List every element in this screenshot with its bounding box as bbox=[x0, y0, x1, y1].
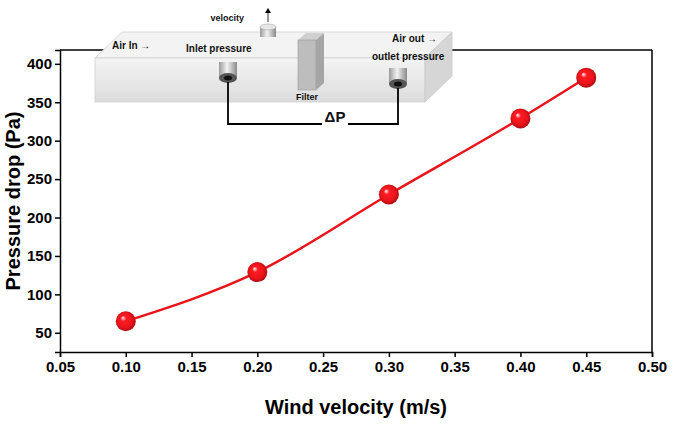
inlet-pressure-label: Inlet pressure bbox=[186, 43, 252, 54]
x-tick-mark bbox=[323, 352, 325, 357]
y-tick-label: 150 bbox=[27, 247, 52, 264]
x-axis-line bbox=[61, 353, 653, 358]
y-tick-mark bbox=[55, 64, 60, 66]
x-tick: 0.20 bbox=[243, 352, 272, 375]
velocity-label: velocity bbox=[210, 13, 244, 23]
x-tick: 0.15 bbox=[177, 352, 206, 375]
y-tick: 200 bbox=[27, 209, 60, 226]
x-tick-mark bbox=[389, 352, 391, 357]
inlet-sensor-port bbox=[224, 76, 232, 81]
data-point bbox=[576, 68, 596, 88]
plot: 0.05 0.10 0.15 0.20 0.25 0.30 0.35 0.40 0.45 0.50… bbox=[27, 50, 667, 375]
y-tick: 50 bbox=[35, 324, 60, 341]
data-point bbox=[247, 262, 267, 282]
y-tick-mark bbox=[55, 256, 60, 258]
x-tick: 0.50 bbox=[638, 352, 667, 375]
y-tick: 250 bbox=[27, 170, 60, 187]
y-tick: 100 bbox=[27, 286, 60, 303]
outlet-sensor-port bbox=[394, 82, 402, 87]
data-point bbox=[379, 184, 399, 204]
y-tick-mark bbox=[55, 102, 60, 104]
x-axis-title: Wind velocity (m/s) bbox=[265, 396, 447, 418]
x-tick: 0.45 bbox=[572, 352, 601, 375]
connector-left bbox=[228, 82, 322, 124]
x-tick-label: 0.30 bbox=[375, 358, 404, 375]
y-tick-label: 100 bbox=[27, 286, 52, 303]
data-point bbox=[510, 108, 530, 128]
y-tick: 150 bbox=[27, 247, 60, 264]
y-tick: 400 bbox=[27, 55, 60, 72]
y-tick: 300 bbox=[27, 132, 60, 149]
y-tick-label: 300 bbox=[27, 132, 52, 149]
x-tick-mark bbox=[454, 352, 456, 357]
outlet-pressure-label: outlet pressure bbox=[372, 51, 445, 62]
y-tick-mark bbox=[55, 333, 60, 335]
x-tick-label: 0.40 bbox=[506, 358, 535, 375]
x-tick-label: 0.35 bbox=[441, 358, 470, 375]
velocity-sensor-top bbox=[260, 24, 276, 30]
y-tick-label: 250 bbox=[27, 170, 52, 187]
data-layer bbox=[116, 68, 596, 332]
x-tick: 0.10 bbox=[112, 352, 141, 375]
y-axis-title: Pressure drop (Pa) bbox=[2, 112, 24, 291]
velocity-arrow-head bbox=[265, 8, 271, 13]
x-tick-mark bbox=[257, 352, 259, 357]
filter-side bbox=[316, 33, 324, 90]
data-point bbox=[116, 311, 136, 331]
y-tick-mark bbox=[55, 140, 60, 142]
data-line bbox=[126, 78, 586, 322]
x-tick-label: 0.20 bbox=[243, 358, 272, 375]
filter-label: Filter bbox=[296, 92, 319, 102]
air-out-label: Air out → bbox=[392, 33, 437, 44]
air-in-label: Air In → bbox=[112, 40, 150, 51]
x-tick-label: 0.15 bbox=[177, 358, 206, 375]
x-axis: 0.05 0.10 0.15 0.20 0.25 0.30 0.35 0.40 0.45 0.50 bbox=[46, 352, 667, 375]
y-tick-label: 350 bbox=[27, 94, 52, 111]
x-tick-mark bbox=[586, 352, 588, 357]
outlet-sensor-end bbox=[389, 79, 407, 89]
y-tick-mark bbox=[55, 217, 60, 219]
y-axis-line bbox=[55, 51, 61, 353]
x-tick-label: 0.50 bbox=[638, 358, 667, 375]
x-tick: 0.35 bbox=[441, 352, 470, 375]
filter-block bbox=[298, 40, 316, 90]
inset-diagram: Air In → velocity Inlet pressure Filter Air … bbox=[95, 8, 452, 125]
x-tick: 0.40 bbox=[506, 352, 535, 375]
y-tick-mark bbox=[55, 179, 60, 181]
y-tick-label: 200 bbox=[27, 209, 52, 226]
y-tick-label: 50 bbox=[35, 324, 52, 341]
x-tick: 0.25 bbox=[309, 352, 338, 375]
x-tick-label: 0.45 bbox=[572, 358, 601, 375]
x-tick-label: 0.10 bbox=[112, 358, 141, 375]
y-tick-label: 400 bbox=[27, 55, 52, 72]
inlet-sensor-end bbox=[219, 73, 237, 83]
x-tick-mark bbox=[520, 352, 522, 357]
x-tick: 0.30 bbox=[375, 352, 404, 375]
frame-right bbox=[651, 50, 653, 352]
delta-p-label: ΔP bbox=[325, 108, 346, 125]
y-tick: 350 bbox=[27, 94, 60, 111]
x-tick-mark bbox=[126, 352, 128, 357]
chart: 0.05 0.10 0.15 0.20 0.25 0.30 0.35 0.40 0.45 0.50… bbox=[0, 0, 678, 424]
x-tick-label: 0.25 bbox=[309, 358, 338, 375]
y-tick-mark bbox=[55, 294, 60, 296]
x-tick-mark bbox=[191, 352, 193, 357]
x-tick-mark bbox=[652, 352, 654, 357]
y-axis: 50 100 150 200 250 300 350 400 bbox=[27, 51, 61, 353]
connector-right bbox=[348, 88, 398, 124]
duct-front bbox=[95, 58, 425, 102]
x-tick: 0.05 bbox=[46, 352, 75, 375]
x-tick-label: 0.05 bbox=[46, 358, 75, 375]
velocity-arrow bbox=[268, 12, 269, 22]
